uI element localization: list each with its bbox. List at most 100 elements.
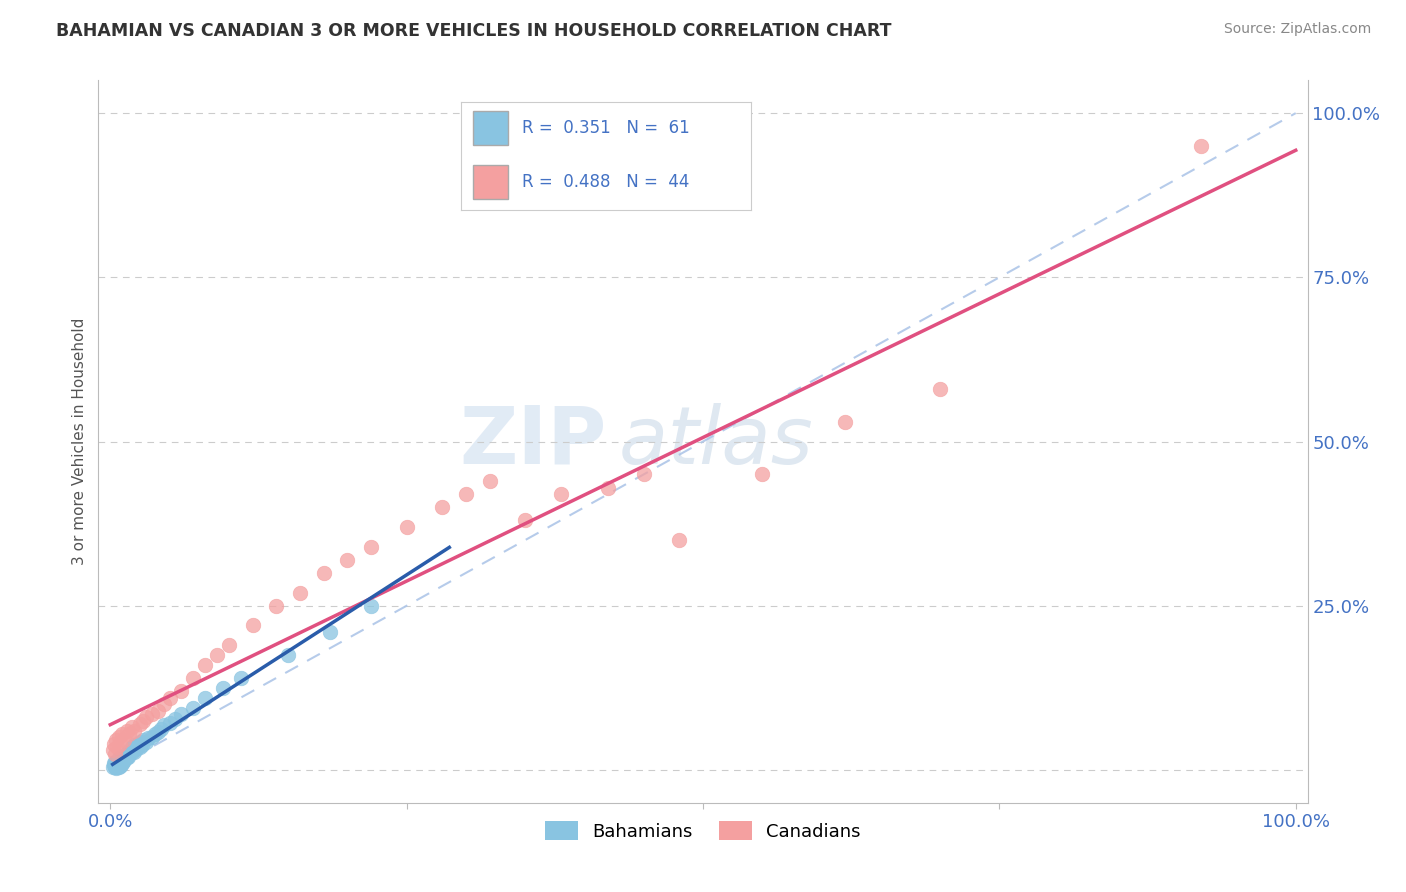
Point (150, 723, 173, 737)
Point (146, 724, 169, 739)
Point (598, 481, 620, 495)
Point (242, 618, 264, 632)
Point (115, 749, 138, 764)
Point (129, 739, 152, 754)
Point (103, 756, 125, 771)
Text: atlas: atlas (619, 402, 813, 481)
Point (105, 733, 128, 747)
Point (159, 690, 181, 705)
Point (103, 737, 125, 751)
Point (107, 751, 129, 765)
Point (108, 756, 131, 771)
Point (108, 752, 131, 766)
Point (136, 731, 159, 746)
Point (143, 727, 166, 741)
Point (114, 753, 136, 767)
Point (110, 757, 132, 772)
Point (668, 533, 690, 547)
Point (127, 737, 149, 751)
Point (360, 599, 382, 613)
Point (264, 599, 287, 613)
Point (229, 671, 252, 685)
Point (118, 727, 141, 741)
Point (112, 755, 135, 769)
Point (112, 751, 135, 765)
Point (181, 671, 204, 685)
Point (395, 520, 418, 534)
Point (135, 735, 157, 749)
Point (114, 747, 136, 761)
Point (132, 733, 155, 747)
Point (121, 720, 143, 734)
Point (103, 757, 125, 772)
Point (108, 759, 131, 773)
Point (194, 657, 217, 672)
Point (205, 648, 228, 662)
Point (105, 757, 128, 772)
Point (834, 415, 856, 429)
Point (105, 755, 128, 769)
Point (115, 723, 138, 738)
Point (114, 751, 136, 765)
Point (110, 754, 132, 768)
Point (104, 760, 127, 774)
Point (118, 747, 141, 761)
Point (277, 648, 299, 662)
Point (107, 757, 129, 772)
Point (122, 723, 145, 738)
Point (105, 739, 128, 754)
Point (107, 755, 129, 769)
Point (212, 681, 235, 695)
Y-axis label: 3 or more Vehicles in Household: 3 or more Vehicles in Household (72, 318, 87, 566)
Point (515, 513, 537, 527)
Point (181, 700, 204, 714)
Point (107, 760, 129, 774)
Point (170, 707, 193, 722)
Point (121, 739, 143, 754)
Text: ZIP: ZIP (458, 402, 606, 481)
Point (105, 760, 128, 774)
Point (146, 704, 169, 718)
Point (318, 625, 340, 640)
Point (478, 474, 501, 488)
Point (111, 756, 134, 771)
Point (550, 487, 572, 501)
Point (218, 638, 240, 652)
Point (105, 758, 128, 772)
Point (129, 735, 152, 749)
Point (288, 585, 311, 599)
Point (125, 742, 148, 756)
Point (152, 698, 174, 712)
Point (121, 745, 143, 759)
Point (432, 500, 454, 515)
Point (111, 749, 134, 764)
Point (454, 487, 477, 501)
Point (131, 738, 153, 752)
Point (751, 467, 773, 482)
Point (104, 747, 127, 761)
Point (108, 737, 131, 751)
Point (129, 717, 152, 731)
Point (336, 553, 359, 567)
Point (141, 707, 163, 722)
Point (122, 745, 145, 759)
Point (120, 743, 142, 757)
Point (1189, 139, 1212, 153)
Point (170, 684, 193, 698)
Point (117, 749, 139, 764)
Point (114, 733, 136, 747)
Point (132, 714, 155, 728)
Point (141, 730, 163, 744)
Point (104, 755, 127, 769)
Point (111, 727, 134, 741)
Point (111, 753, 134, 767)
Point (165, 712, 187, 726)
Point (929, 382, 952, 396)
Point (105, 761, 128, 775)
Point (114, 748, 136, 763)
Point (312, 566, 335, 580)
Point (117, 745, 139, 759)
Point (360, 540, 382, 554)
Point (122, 738, 145, 752)
Legend: Bahamians, Canadians: Bahamians, Canadians (538, 814, 868, 848)
